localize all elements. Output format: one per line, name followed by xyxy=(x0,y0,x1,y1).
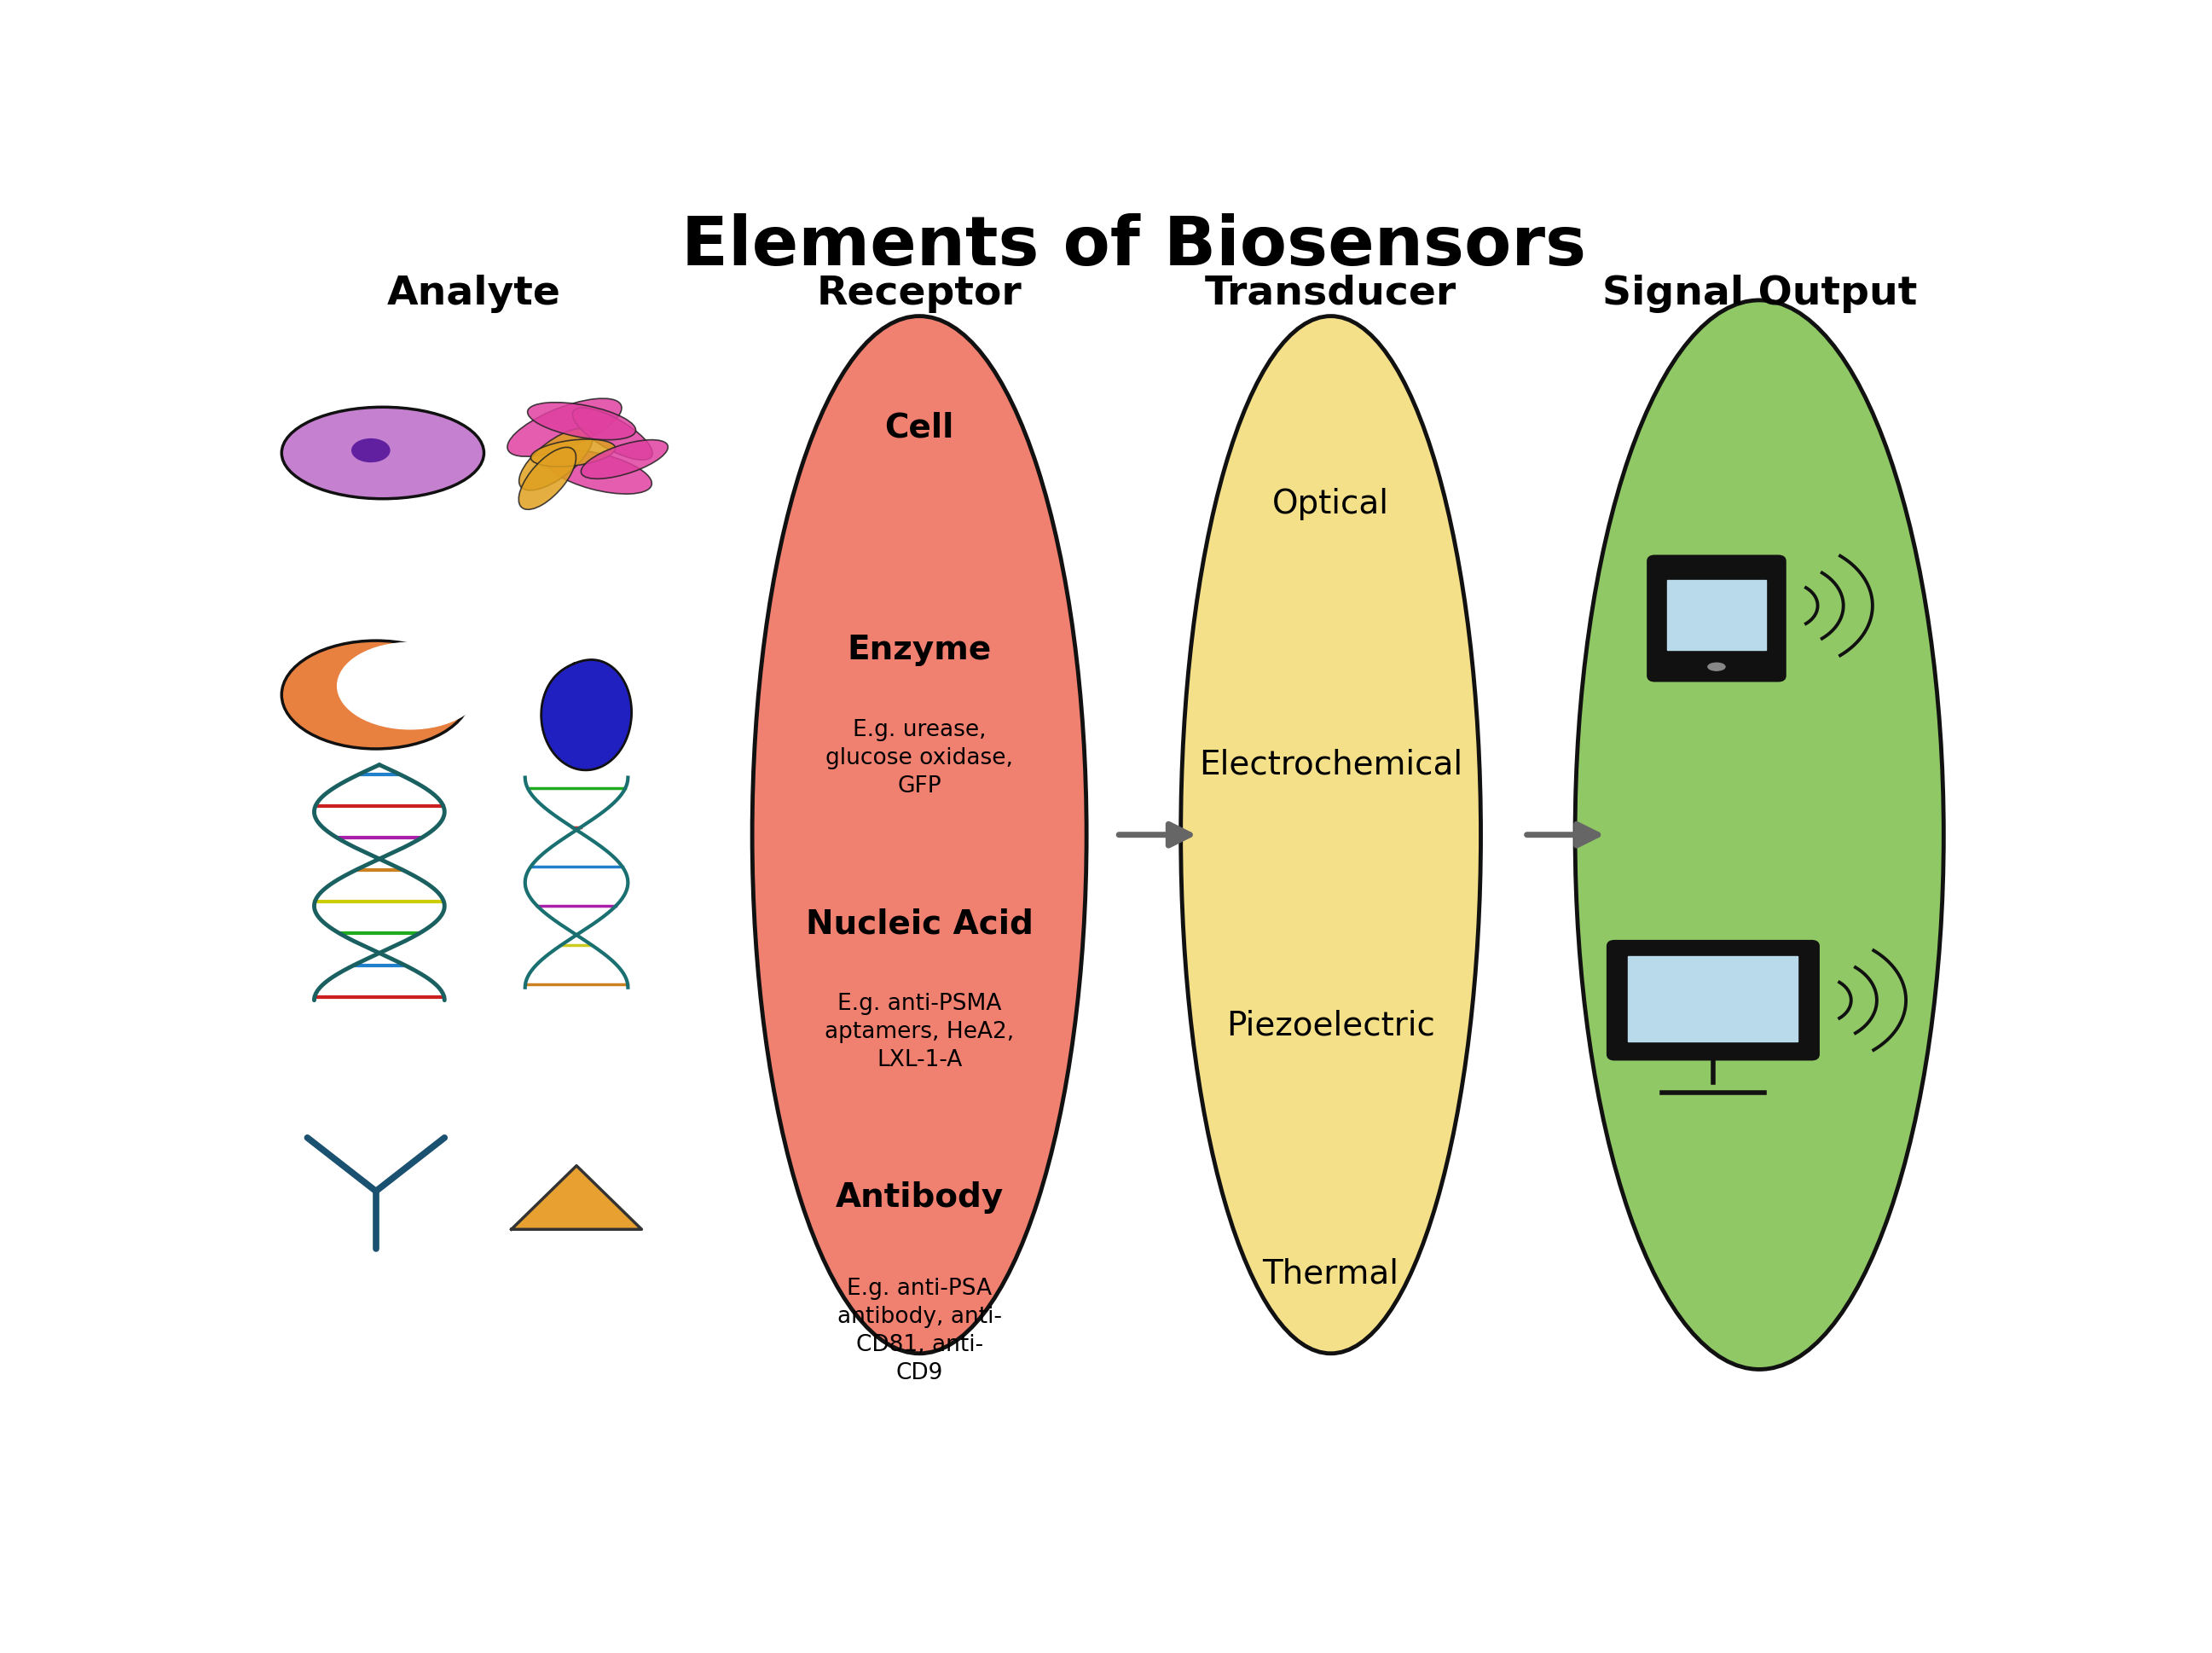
Ellipse shape xyxy=(1181,316,1480,1354)
FancyBboxPatch shape xyxy=(1648,555,1785,681)
Text: Analyte: Analyte xyxy=(387,274,560,312)
Text: Antibody: Antibody xyxy=(836,1182,1004,1213)
Polygon shape xyxy=(542,660,633,770)
Ellipse shape xyxy=(546,450,653,494)
Polygon shape xyxy=(511,1165,641,1230)
Ellipse shape xyxy=(520,428,593,491)
Text: Elements of Biosensors: Elements of Biosensors xyxy=(681,213,1586,279)
Ellipse shape xyxy=(526,402,635,440)
Ellipse shape xyxy=(531,440,615,466)
Ellipse shape xyxy=(352,440,389,461)
Text: Enzyme: Enzyme xyxy=(847,635,991,666)
Ellipse shape xyxy=(338,643,482,729)
Text: Electrochemical: Electrochemical xyxy=(1199,749,1462,780)
Ellipse shape xyxy=(1708,663,1725,671)
Bar xyxy=(1668,580,1765,650)
Text: Receptor: Receptor xyxy=(816,274,1022,312)
Ellipse shape xyxy=(573,408,653,460)
Text: E.g. anti-PSA
antibody, anti-
CD81, anti-
CD9: E.g. anti-PSA antibody, anti- CD81, anti… xyxy=(836,1278,1002,1385)
Ellipse shape xyxy=(507,398,622,456)
Text: Cell: Cell xyxy=(885,412,953,443)
Text: E.g. anti-PSMA
aptamers, HeA2,
LXL-1-A: E.g. anti-PSMA aptamers, HeA2, LXL-1-A xyxy=(825,993,1013,1071)
Text: Piezoelectric: Piezoelectric xyxy=(1225,1010,1436,1041)
Ellipse shape xyxy=(582,440,668,479)
FancyBboxPatch shape xyxy=(1608,941,1818,1060)
Text: Transducer: Transducer xyxy=(1206,274,1458,312)
Text: Nucleic Acid: Nucleic Acid xyxy=(805,907,1033,941)
Text: Optical: Optical xyxy=(1272,488,1389,521)
Text: E.g. urease,
glucose oxidase,
GFP: E.g. urease, glucose oxidase, GFP xyxy=(825,719,1013,798)
Ellipse shape xyxy=(1575,301,1944,1369)
Text: Thermal: Thermal xyxy=(1263,1258,1398,1289)
Bar xyxy=(1628,957,1798,1041)
Ellipse shape xyxy=(518,448,575,509)
Ellipse shape xyxy=(281,641,471,749)
Ellipse shape xyxy=(752,316,1086,1354)
Text: Signal Output: Signal Output xyxy=(1601,274,1918,312)
Ellipse shape xyxy=(281,407,484,499)
